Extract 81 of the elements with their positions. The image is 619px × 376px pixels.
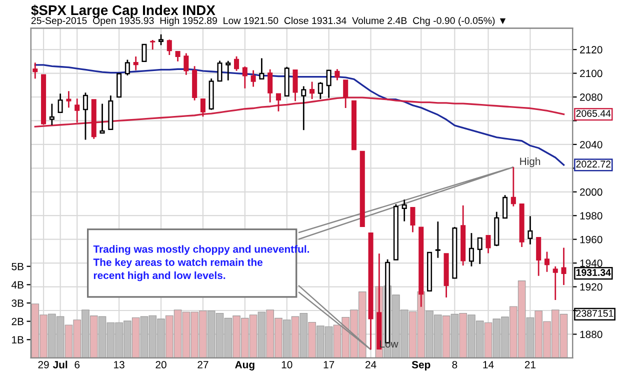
candlestick <box>561 247 566 286</box>
candlestick <box>468 232 474 268</box>
x-tick-label: 6 <box>74 361 80 368</box>
candlestick <box>158 34 164 46</box>
candlestick <box>259 58 264 80</box>
x-tick-label: 13 <box>114 361 124 368</box>
y2-tick-label: 2B <box>12 318 24 326</box>
candlestick <box>435 220 440 259</box>
candlestick <box>166 38 172 56</box>
data-label: 2022.72 <box>576 160 610 168</box>
candlestick <box>477 237 482 265</box>
candlestick <box>175 50 180 62</box>
y-tick-label: 2000 <box>580 188 602 196</box>
candlestick <box>142 44 147 62</box>
candlestick <box>100 103 105 134</box>
text: 1931.34 <box>576 269 611 276</box>
y-tick-label: 1920 <box>580 283 602 291</box>
y-tick-label: 1880 <box>580 330 602 338</box>
y2-tick-label: 3B <box>12 299 24 307</box>
y-tick-label: 2080 <box>580 94 602 101</box>
candlestick <box>234 56 240 72</box>
x-tick-label: Jul <box>52 360 68 368</box>
candlestick <box>150 39 156 50</box>
candlestick <box>552 266 558 301</box>
candlestick <box>301 86 306 131</box>
y-tick-label: 2040 <box>580 140 602 148</box>
candlestick <box>200 98 206 118</box>
candlestick <box>49 103 54 126</box>
candlestick <box>510 166 516 208</box>
y2-tick-label: 1B <box>12 336 24 344</box>
chart-subtitle: 25-Sep-2015 Open 1935.93 High 1952.89 Low 1921.50 Close 1931.34 Volume 2.4B Chg -0.90 (-0.05%) ▼ <box>31 16 506 26</box>
candlestick <box>536 236 542 277</box>
x-tick-label: 8 <box>452 361 458 368</box>
y2-tick-label: 5B <box>12 262 24 270</box>
candlestick <box>268 68 273 104</box>
candlestick <box>276 93 281 112</box>
chart-title: $SPX Large Cap Index INDX <box>31 4 216 18</box>
candlestick <box>82 92 88 140</box>
candlestick <box>184 52 189 76</box>
candlestick <box>250 70 256 88</box>
candlestick <box>402 198 407 222</box>
candlestick <box>58 92 63 114</box>
candlestick <box>124 59 130 76</box>
candlestick <box>292 69 298 102</box>
x-tick-label: 20 <box>156 361 166 368</box>
candlestick <box>334 68 340 81</box>
candlestick <box>343 80 348 109</box>
candlestick <box>544 251 550 273</box>
candlestick <box>217 60 222 82</box>
x-tick-label: 14 <box>483 361 494 368</box>
x-tick-label: 17 <box>324 361 334 368</box>
data-label: 2065.44 <box>576 110 611 117</box>
candlestick <box>310 81 315 100</box>
candlestick <box>502 194 508 219</box>
candlestick <box>242 66 248 90</box>
candlestick <box>410 206 416 233</box>
candlestick <box>226 60 231 82</box>
candlestick <box>318 81 323 100</box>
candlestick <box>32 62 38 80</box>
x-tick-label: 10 <box>282 361 292 368</box>
x-tick-label: Sep <box>412 361 430 370</box>
candlestick <box>133 56 138 72</box>
x-tick-label: 21 <box>524 361 536 368</box>
candlestick <box>486 234 491 254</box>
x-tick-label: Aug <box>235 361 254 370</box>
text: 2387151 <box>576 310 614 317</box>
x-tick-label: 24 <box>366 361 376 368</box>
annotation: High <box>520 157 540 168</box>
candlestick <box>66 90 72 108</box>
y-tick-label: 1960 <box>580 236 602 244</box>
candlestick <box>74 98 80 124</box>
candlestick <box>326 69 332 99</box>
y-tick-label: 2120 <box>580 46 602 54</box>
candlestick <box>116 72 122 98</box>
y-tick-label: 1980 <box>580 212 602 220</box>
y-tick-label: 1940 <box>580 260 602 267</box>
x-tick-label: 29 <box>38 361 49 368</box>
y-tick-label: 2100 <box>580 70 602 78</box>
y2-tick-label: 4B <box>12 281 24 288</box>
x-tick-label: 27 <box>198 361 208 368</box>
candlestick <box>528 215 533 246</box>
